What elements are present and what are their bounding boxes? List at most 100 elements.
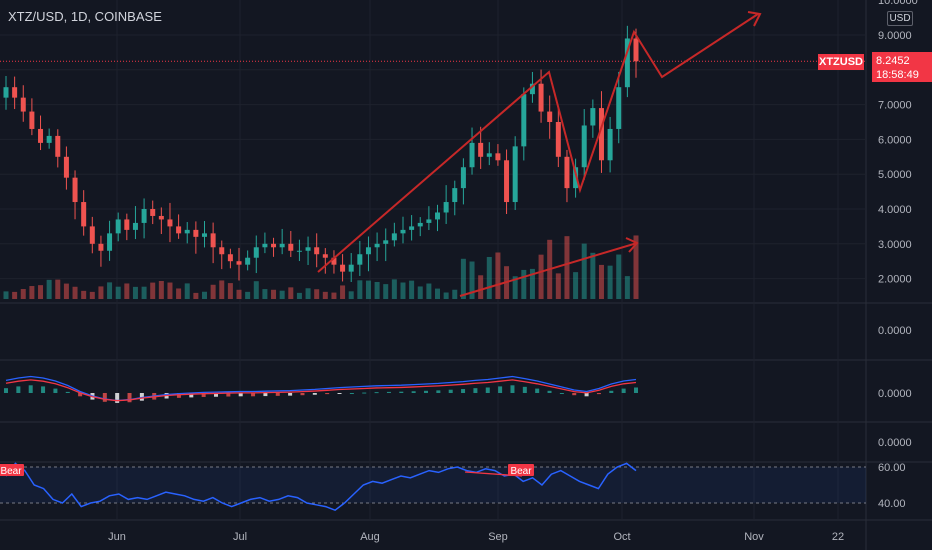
candle-body — [495, 153, 501, 161]
time-tick-label: Jul — [233, 531, 247, 543]
volume-bar — [460, 258, 466, 299]
macd-hist-bar — [473, 388, 478, 393]
time-tick-label: Oct — [613, 531, 630, 543]
volume-bar — [176, 288, 182, 299]
candle-body — [348, 264, 354, 272]
candle-body — [158, 215, 164, 220]
candle-body — [132, 222, 138, 230]
volume-bar — [184, 283, 190, 299]
volume-bar — [253, 281, 259, 299]
price-tick-label: 6.0000 — [878, 134, 912, 146]
macd-hist-bar — [498, 386, 503, 393]
candle-body — [331, 257, 337, 265]
candle-body — [469, 142, 475, 168]
macd-hist-bar — [288, 393, 293, 396]
volume-bar — [417, 286, 423, 299]
macd-line — [5, 375, 637, 402]
volume-bar — [201, 291, 207, 299]
candle-body — [426, 219, 432, 223]
price-tick-label: 3.0000 — [878, 239, 912, 251]
macd-hist-bar — [386, 391, 391, 393]
arrow-head — [625, 237, 639, 253]
volume-bar — [236, 289, 242, 299]
volume-bar — [435, 288, 441, 299]
volume-bar — [357, 280, 363, 299]
candle-body — [210, 233, 216, 248]
volume-bar — [478, 275, 484, 299]
price-tick-label: 10.0000 — [878, 0, 918, 7]
volume-bar — [400, 282, 406, 299]
rsi-tick-label: 60.00 — [878, 462, 906, 474]
macd-hist-bar — [102, 393, 107, 402]
time-axis: Jun Jul Aug Sep Oct Nov 22 — [108, 531, 844, 543]
volume-bar — [158, 280, 164, 299]
candle-body — [383, 240, 389, 244]
volume-bar — [521, 269, 527, 299]
time-tick-label: Nov — [744, 531, 764, 543]
volume-bar — [115, 286, 121, 299]
indicator-tick-label: 0.0000 — [878, 325, 912, 337]
volume-bar — [210, 284, 216, 299]
candle-body — [443, 202, 449, 213]
volume-bar — [452, 289, 458, 299]
bear-label: Bear — [510, 466, 532, 477]
volume-bar — [227, 283, 233, 299]
macd-hist-bar — [53, 388, 58, 393]
candle-body — [391, 233, 397, 241]
volume-bar — [150, 282, 156, 299]
candle-body — [81, 202, 87, 227]
volume-bar — [538, 254, 544, 299]
volume-bar — [63, 283, 69, 299]
candle-body — [340, 264, 346, 272]
volume-bar — [46, 279, 52, 299]
macd-hist-bar — [251, 393, 256, 397]
macd-hist-bar — [399, 391, 404, 393]
indicator-tick-label: 0.0000 — [878, 437, 912, 449]
macd-hist-bar — [4, 388, 8, 393]
candle-body — [271, 243, 277, 248]
volume-bar — [72, 286, 78, 299]
macd-hist-bar — [41, 386, 46, 393]
candle-body — [115, 219, 121, 234]
time-tick-label: Aug — [360, 531, 380, 543]
candle-body — [357, 254, 363, 265]
volume-bar — [262, 289, 268, 299]
macd-hist-bar — [312, 393, 317, 395]
macd-hist-bar — [609, 390, 614, 393]
candle-body — [521, 94, 527, 147]
candle-body — [227, 254, 233, 262]
candle-body — [219, 247, 225, 255]
bear-label: Bear — [0, 466, 22, 477]
indicator-tick-label: 0.0000 — [878, 388, 912, 400]
volume-bar — [141, 286, 147, 299]
volume-bar — [469, 261, 475, 299]
macd-hist-bar — [559, 393, 564, 394]
candle-body — [478, 142, 484, 157]
candle-body — [564, 156, 570, 189]
currency-label[interactable]: USD — [887, 11, 913, 26]
macd-hist-bar — [362, 392, 367, 394]
macd-hist-bar — [461, 389, 466, 393]
candle-body — [512, 146, 518, 203]
candle-body — [452, 188, 458, 203]
volume-bar — [365, 280, 371, 299]
volume-bar — [348, 291, 354, 299]
candle-body — [201, 233, 207, 237]
price-tick-label: 2.0000 — [878, 274, 912, 286]
volume-bar — [616, 254, 622, 299]
candle-body — [20, 97, 26, 112]
candle-body — [417, 222, 423, 227]
time-tick-label: Sep — [488, 531, 508, 543]
volume-bar — [296, 292, 302, 299]
volume-bar — [55, 279, 61, 299]
volume-bar — [331, 292, 337, 299]
macd-hist-bar — [510, 385, 515, 393]
rsi-pane: Bear Bear — [0, 462, 866, 512]
volume-bar — [124, 283, 130, 299]
candle-body — [305, 247, 311, 251]
volume-bar — [3, 291, 9, 299]
candle-body — [107, 233, 113, 251]
candle-body — [141, 209, 147, 223]
candle-body — [63, 156, 69, 178]
volume-bar — [288, 287, 294, 299]
